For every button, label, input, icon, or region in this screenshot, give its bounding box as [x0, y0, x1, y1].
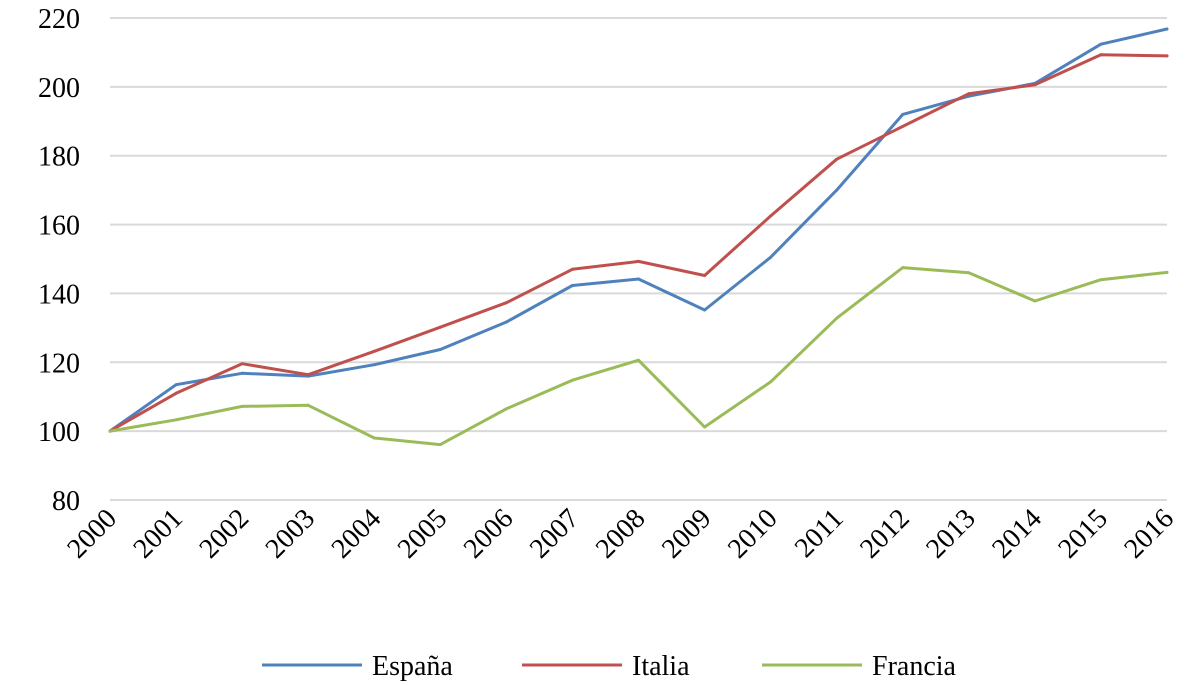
- x-tick-label: 2016: [1118, 503, 1180, 565]
- gridlines: [110, 17, 1167, 501]
- data-point: [306, 373, 310, 377]
- x-tick-label: 2013: [920, 503, 982, 565]
- data-point: [372, 363, 376, 367]
- data-point: [438, 443, 442, 447]
- x-tick-label: 2005: [392, 503, 454, 565]
- data-point: [835, 188, 839, 192]
- data-point: [835, 316, 839, 320]
- data-point: [769, 255, 773, 259]
- series-lines: [108, 27, 1169, 447]
- series-italia: [108, 53, 1169, 433]
- data-point: [504, 407, 508, 411]
- x-tick-label: 2004: [326, 503, 388, 565]
- y-tick-label: 180: [38, 142, 80, 173]
- data-point: [174, 418, 178, 422]
- data-point: [504, 301, 508, 305]
- data-point: [1099, 53, 1103, 57]
- data-point: [769, 214, 773, 218]
- data-point: [570, 378, 574, 382]
- legend: España Italia Francia: [262, 651, 957, 682]
- legend-item-italia: Italia: [522, 651, 690, 682]
- y-tick-label: 220: [38, 4, 80, 35]
- data-point: [1033, 299, 1037, 303]
- data-point: [967, 271, 971, 275]
- data-point: [306, 403, 310, 407]
- data-point: [570, 267, 574, 271]
- legend-label: Italia: [632, 651, 690, 682]
- data-point: [703, 308, 707, 312]
- y-tick-label: 140: [38, 279, 80, 310]
- data-point: [174, 383, 178, 387]
- y-tick-label: 100: [38, 417, 80, 448]
- y-tick-label: 200: [38, 73, 80, 104]
- x-tick-label: 2012: [854, 503, 916, 565]
- y-tick-label: 160: [38, 211, 80, 242]
- x-tick-label: 2010: [722, 503, 784, 565]
- data-point: [637, 259, 640, 263]
- y-axis-tick-labels: 80 100 120 140 160 180 200 220: [38, 4, 80, 517]
- y-tick-label: 120: [38, 348, 80, 379]
- data-point: [240, 362, 244, 366]
- data-point: [703, 425, 707, 429]
- x-tick-label: 2009: [656, 503, 718, 565]
- data-point: [174, 391, 178, 395]
- x-tick-label: 2006: [458, 503, 520, 565]
- x-tick-label: 2007: [524, 503, 586, 565]
- x-tick-label: 2001: [127, 503, 189, 565]
- data-point: [1165, 270, 1169, 274]
- x-tick-label: 2008: [590, 503, 652, 565]
- data-point: [1099, 278, 1103, 282]
- legend-item-francia: Francia: [762, 651, 957, 682]
- legend-label: Francia: [872, 651, 957, 682]
- data-point: [372, 349, 376, 353]
- y-tick-label: 80: [52, 486, 80, 517]
- legend-label: España: [372, 651, 453, 682]
- data-point: [108, 429, 112, 433]
- data-point: [1033, 83, 1037, 87]
- data-point: [438, 325, 442, 329]
- x-tick-label: 2014: [986, 503, 1048, 565]
- x-axis-tick-labels: 2000 2001 2002 2003 2004 2005 2006 2007 2008 2009…: [61, 503, 1180, 565]
- x-tick-label: 2003: [260, 503, 322, 565]
- data-point: [901, 124, 905, 128]
- data-point: [901, 266, 905, 270]
- data-point: [504, 320, 508, 324]
- legend-item-españa: España: [262, 651, 453, 682]
- x-tick-label: 2002: [194, 503, 256, 565]
- data-point: [703, 274, 707, 277]
- x-tick-label: 2015: [1052, 503, 1114, 565]
- data-point: [637, 358, 640, 362]
- data-point: [1165, 54, 1169, 58]
- x-tick-label: 2011: [789, 503, 850, 564]
- data-point: [901, 112, 905, 116]
- data-point: [769, 380, 773, 384]
- data-point: [835, 157, 839, 161]
- data-point: [1099, 42, 1103, 46]
- data-point: [637, 277, 640, 281]
- data-point: [570, 284, 574, 287]
- data-point: [1165, 27, 1169, 31]
- data-point: [372, 436, 376, 440]
- data-point: [438, 348, 442, 351]
- data-point: [240, 404, 244, 408]
- series-francia: [108, 266, 1169, 447]
- data-point: [967, 92, 971, 96]
- data-point: [240, 371, 244, 375]
